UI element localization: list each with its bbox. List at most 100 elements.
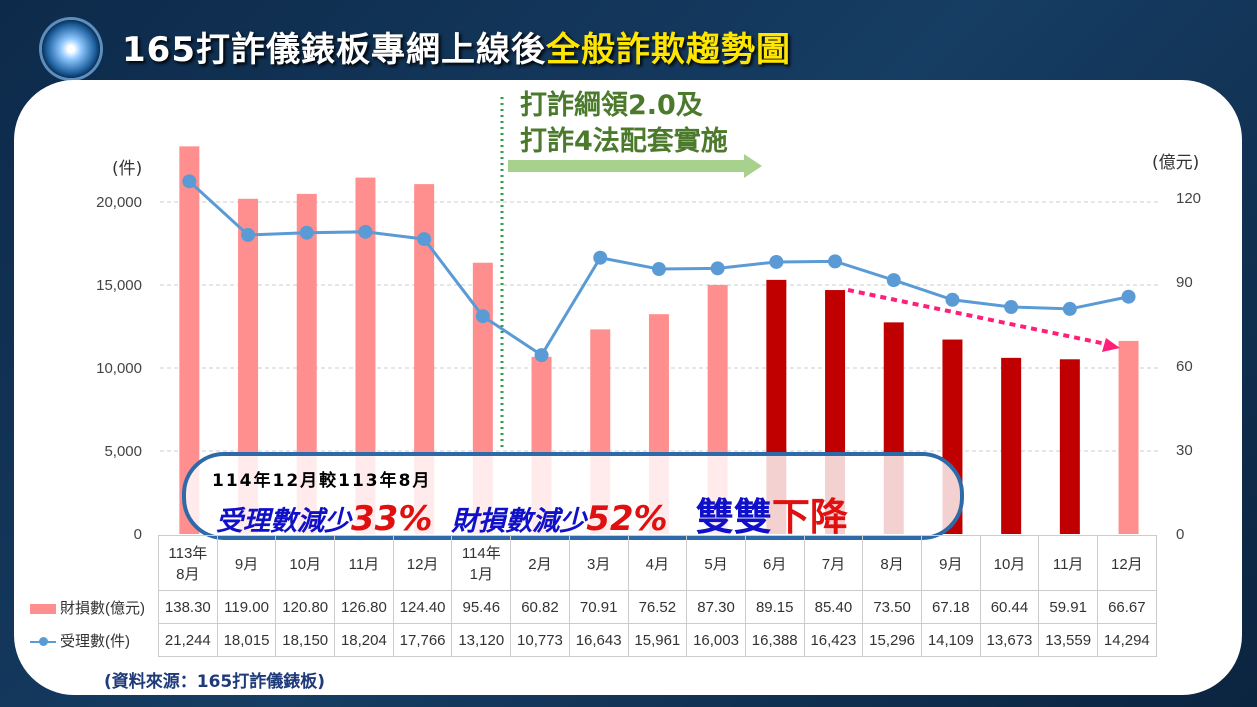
category-cell: 4月 (627, 535, 688, 591)
cases-point (534, 348, 549, 363)
loss-value-cell: 73.50 (862, 590, 922, 624)
legend-loss-label: 財損數(億元) (60, 599, 145, 617)
cases-value-cell: 16,388 (744, 623, 805, 657)
callout-compare: 114年12月較113年8月 (212, 471, 432, 491)
title-main: 165打詐儀錶板專網上線後 (122, 30, 546, 70)
loss-value-cell: 124.40 (392, 590, 453, 624)
policy-annotation: 打詐綱領2.0及 打詐4法配套實施 (520, 88, 728, 160)
category-cell: 3月 (568, 535, 629, 591)
cases-value-cell: 13,120 (451, 623, 512, 657)
category-cell: 9月 (920, 535, 981, 591)
page-title: 165打詐儀錶板專網上線後全般詐欺趨勢圖 (122, 22, 791, 71)
right-tick-label: 60 (1176, 358, 1193, 375)
loss-bar (355, 177, 376, 534)
loss-value-cell: 67.18 (920, 590, 981, 624)
category-cell: 114年 1月 (451, 535, 512, 591)
loss-value-cell: 119.00 (216, 590, 277, 624)
loss-pct: 52% (586, 499, 668, 539)
data-table: 113年 8月 9月 10月 11月 12月 114年 1月 2月 3月 4月 5月 6月 7月 8月 9… (30, 535, 1157, 657)
category-cell: 113年 8月 (158, 535, 218, 591)
category-cell: 7月 (803, 535, 864, 591)
cases-point (593, 250, 608, 265)
cases-point (475, 309, 490, 324)
cases-point (945, 292, 960, 307)
cases-point (769, 254, 784, 269)
right-tick-label: 120 (1176, 190, 1201, 207)
category-cell: 2月 (510, 535, 570, 591)
cases-point (358, 224, 373, 239)
right-tick-label: 90 (1176, 274, 1193, 291)
cases-value-cell: 14,294 (1097, 623, 1157, 657)
loss-bar (1001, 357, 1022, 534)
loss-bar (238, 198, 259, 534)
loss-bar (179, 146, 200, 534)
category-cell: 9月 (216, 535, 277, 591)
loss-value-cell: 70.91 (568, 590, 629, 624)
category-cell: 11月 (334, 535, 394, 591)
loss-value-cell: 89.15 (744, 590, 805, 624)
cases-point (1062, 301, 1077, 316)
legend-line-swatch (30, 636, 56, 646)
policy-line1: 打詐綱領2.0及 (520, 90, 703, 121)
callout-summary: 受理數減少33% 財損數減少52% 雙雙下降 (216, 486, 848, 541)
cases-value-cell: 18,015 (216, 623, 277, 657)
cases-point (241, 227, 256, 242)
cases-point (299, 225, 314, 240)
loss-value-cell: 60.82 (510, 590, 570, 624)
left-tick-label: 15,000 (96, 277, 142, 294)
left-tick-label: 0 (134, 526, 142, 543)
cases-value-cell: 16,423 (803, 623, 864, 657)
right-axis-unit: (億元) (1152, 153, 1200, 173)
loss-bar (296, 193, 317, 534)
loss-bar (414, 184, 435, 535)
legend-loss: 財損數(億元) (30, 591, 159, 624)
loss-value-cell: 66.67 (1097, 590, 1157, 624)
policy-line2: 打詐4法配套實施 (520, 126, 728, 157)
cases-value-cell: 16,003 (686, 623, 746, 657)
category-cell: 11月 (1038, 535, 1098, 591)
loss-label: 財損數減少 (451, 506, 587, 537)
loss-bar (1059, 359, 1080, 534)
cases-value-cell: 13,673 (979, 623, 1040, 657)
cases-value-cell: 18,204 (334, 623, 394, 657)
right-tick-label: 30 (1176, 442, 1193, 459)
legend-cases: 受理數(件) (30, 624, 159, 657)
category-cell: 10月 (275, 535, 336, 591)
cases-point (182, 174, 197, 189)
cases-value-cell: 13,559 (1038, 623, 1098, 657)
cases-point (828, 254, 843, 269)
category-cell: 12月 (392, 535, 453, 591)
policy-arrow-shaft (508, 160, 744, 172)
right-tick-label: 0 (1176, 526, 1184, 543)
callout-box: 114年12月較113年8月 受理數減少33% 財損數減少52% 雙雙下降 (182, 452, 964, 540)
cases-point (1004, 300, 1019, 315)
loss-value-cell: 126.80 (334, 590, 394, 624)
category-cell: 12月 (1097, 535, 1157, 591)
loss-bar (1118, 340, 1139, 534)
logo (42, 20, 100, 78)
category-cell: 10月 (979, 535, 1040, 591)
cases-label: 受理數減少 (216, 506, 351, 537)
loss-value-cell: 87.30 (686, 590, 746, 624)
left-tick-label: 5,000 (104, 443, 142, 460)
loss-value-cell: 138.30 (158, 590, 218, 624)
trend-arrow-head (1102, 338, 1120, 352)
category-cell: 6月 (744, 535, 805, 591)
cases-value-cell: 21,244 (158, 623, 218, 657)
category-cell: 8月 (862, 535, 922, 591)
both-text: 雙雙 (695, 495, 772, 539)
cases-point (710, 261, 725, 276)
legend-bar-swatch (30, 603, 56, 614)
cases-value-cell: 18,150 (275, 623, 336, 657)
loss-value-cell: 95.46 (451, 590, 512, 624)
category-cell: 5月 (686, 535, 746, 591)
cases-value-cell: 10,773 (510, 623, 570, 657)
cases-point (886, 273, 901, 288)
left-tick-label: 10,000 (96, 360, 142, 377)
loss-value-cell: 59.91 (1038, 590, 1098, 624)
cases-point (651, 262, 666, 277)
loss-value-cell: 60.44 (979, 590, 1040, 624)
policy-arrow-head (744, 154, 762, 178)
data-source: (資料來源：165打詐儀錶板) (104, 672, 326, 692)
cases-value-cell: 14,109 (920, 623, 981, 657)
